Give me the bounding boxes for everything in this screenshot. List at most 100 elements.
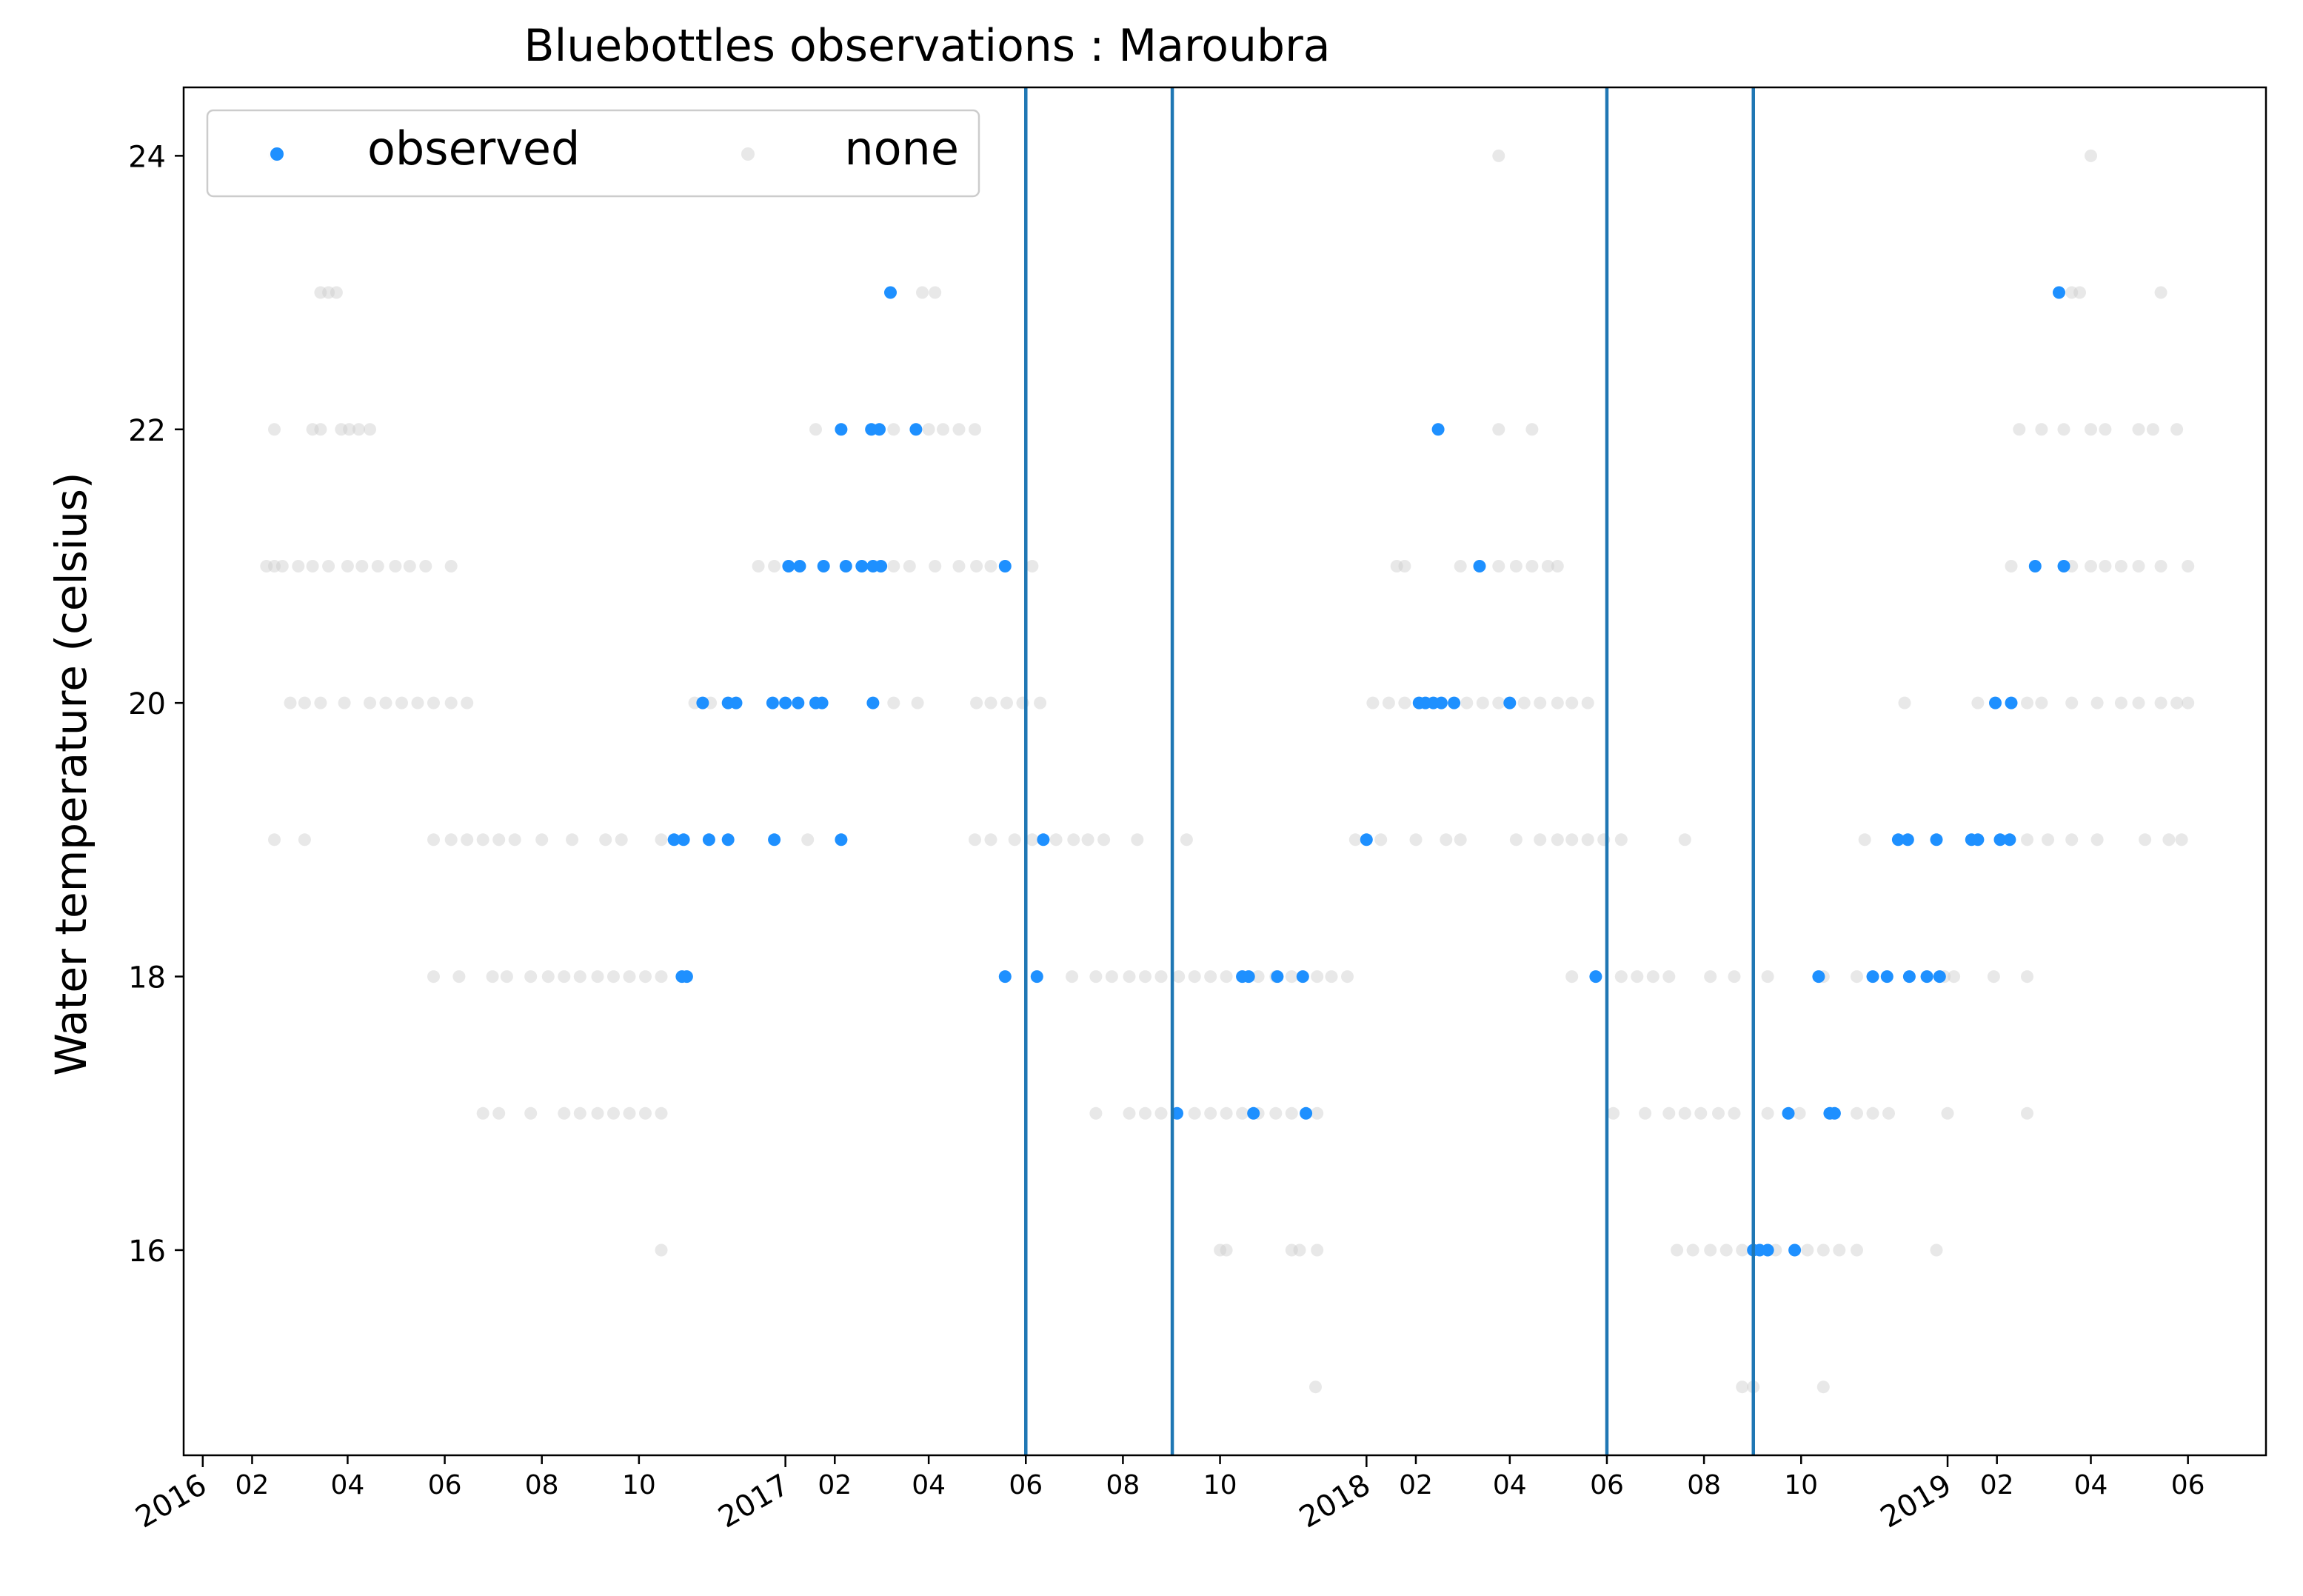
point-none — [2099, 560, 2112, 572]
point-observed — [1828, 1106, 1841, 1120]
point-none — [2170, 423, 2184, 436]
point-none — [1631, 970, 1644, 984]
point-none — [1188, 1106, 1201, 1120]
point-none — [541, 970, 555, 984]
x-tick-label-month: 02 — [1399, 1470, 1433, 1500]
point-none — [1311, 970, 1324, 984]
x-tick-label-month: 02 — [1980, 1470, 2014, 1500]
point-none — [969, 423, 981, 436]
point-none — [1097, 833, 1111, 847]
point-none — [1089, 970, 1103, 984]
point-none — [314, 286, 327, 299]
point-none — [1066, 970, 1079, 984]
point-observed — [702, 833, 715, 847]
point-observed — [1503, 696, 1517, 709]
point-none — [1139, 1106, 1152, 1120]
point-none — [2090, 833, 2104, 847]
point-observed — [839, 560, 852, 572]
point-none — [389, 560, 402, 572]
point-none — [298, 833, 311, 847]
legend: observed none — [206, 109, 980, 198]
point-none — [2021, 970, 2033, 984]
point-none — [1348, 833, 1362, 847]
point-observed — [1271, 970, 1284, 984]
point-none — [492, 1106, 506, 1120]
point-none — [1492, 560, 1505, 572]
point-observed — [793, 560, 806, 572]
point-none — [984, 696, 997, 709]
point-none — [1719, 1243, 1733, 1257]
point-none — [2114, 696, 2127, 709]
point-none — [1123, 970, 1136, 984]
point-observed — [873, 423, 886, 436]
point-none — [395, 696, 408, 709]
point-none — [1639, 1106, 1652, 1120]
point-observed — [835, 833, 848, 847]
point-observed — [1360, 833, 1373, 847]
point-none — [2114, 560, 2127, 572]
point-none — [639, 970, 652, 984]
x-tick-label-month: 06 — [1009, 1470, 1043, 1500]
y-tick-label: 20 — [128, 687, 166, 721]
point-none — [929, 286, 942, 299]
point-none — [623, 970, 636, 984]
point-none — [427, 970, 440, 984]
point-none — [379, 696, 392, 709]
y-tick-label: 18 — [128, 961, 166, 995]
point-none — [952, 560, 966, 572]
point-none — [1565, 696, 1579, 709]
point-observed — [866, 696, 880, 709]
point-none — [2005, 560, 2018, 572]
point-none — [343, 423, 356, 436]
point-none — [1492, 696, 1505, 709]
point-none — [338, 696, 351, 709]
point-none — [1816, 1243, 1830, 1257]
point-none — [364, 423, 376, 436]
point-none — [887, 423, 900, 436]
point-none — [1341, 970, 1354, 984]
point-none — [2182, 560, 2195, 572]
point-observed — [1880, 970, 1893, 984]
point-none — [1930, 1243, 1943, 1257]
point-observed — [2028, 560, 2042, 572]
point-none — [2065, 286, 2079, 299]
point-none — [1551, 696, 1564, 709]
point-observed — [998, 970, 1012, 984]
x-tick-label-month: 02 — [818, 1470, 852, 1500]
point-none — [306, 560, 319, 572]
point-none — [476, 1106, 489, 1120]
point-observed — [696, 696, 709, 709]
point-none — [322, 286, 335, 299]
point-none — [461, 696, 474, 709]
legend-box — [206, 109, 980, 198]
point-none — [1236, 1106, 1249, 1120]
point-none — [2154, 286, 2167, 299]
point-none — [322, 560, 335, 572]
point-observed — [884, 286, 897, 299]
point-observed — [1242, 970, 1255, 984]
point-none — [444, 560, 458, 572]
point-observed — [1037, 833, 1050, 847]
point-none — [352, 423, 365, 436]
point-none — [1008, 833, 1021, 847]
point-none — [411, 696, 424, 709]
point-none — [427, 833, 440, 847]
point-none — [1214, 1243, 1227, 1257]
point-none — [970, 696, 983, 709]
point-none — [1382, 696, 1395, 709]
point-observed — [680, 970, 693, 984]
point-observed — [817, 560, 830, 572]
point-none — [937, 423, 949, 436]
point-none — [903, 560, 916, 572]
point-none — [1251, 970, 1265, 984]
point-observed — [768, 833, 781, 847]
point-none — [1311, 1106, 1324, 1120]
point-none — [2146, 423, 2159, 436]
point-none — [2065, 696, 2079, 709]
point-none — [268, 560, 281, 572]
point-observed — [677, 833, 690, 847]
point-none — [1517, 696, 1531, 709]
point-none — [1866, 1106, 1879, 1120]
point-none — [1736, 1380, 1749, 1394]
